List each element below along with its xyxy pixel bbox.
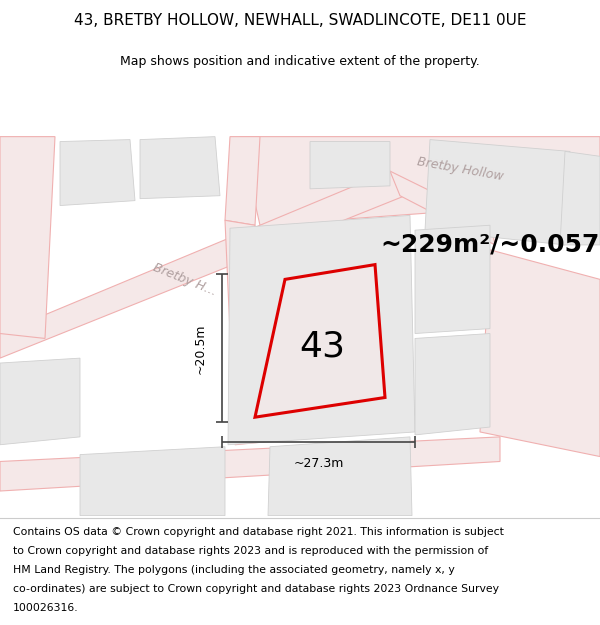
Text: ~20.5m: ~20.5m xyxy=(193,323,206,374)
Text: Contains OS data © Crown copyright and database right 2021. This information is : Contains OS data © Crown copyright and d… xyxy=(13,526,504,536)
Text: co-ordinates) are subject to Crown copyright and database rights 2023 Ordnance S: co-ordinates) are subject to Crown copyr… xyxy=(13,584,499,594)
Polygon shape xyxy=(255,264,385,418)
Text: HM Land Registry. The polygons (including the associated geometry, namely x, y: HM Land Registry. The polygons (includin… xyxy=(13,565,455,575)
Polygon shape xyxy=(140,137,220,199)
Polygon shape xyxy=(415,225,490,334)
Polygon shape xyxy=(560,151,600,245)
Polygon shape xyxy=(0,171,405,358)
Polygon shape xyxy=(425,139,570,245)
Polygon shape xyxy=(225,221,265,445)
Polygon shape xyxy=(268,228,340,297)
Polygon shape xyxy=(415,334,490,435)
Text: Bretby H…: Bretby H… xyxy=(151,261,219,298)
Polygon shape xyxy=(0,137,55,339)
Polygon shape xyxy=(390,171,495,245)
Text: ~27.3m: ~27.3m xyxy=(293,457,344,470)
Polygon shape xyxy=(480,250,600,456)
Text: Bretby Hollow: Bretby Hollow xyxy=(416,155,504,183)
Text: to Crown copyright and database rights 2023 and is reproduced with the permissio: to Crown copyright and database rights 2… xyxy=(13,546,488,556)
Polygon shape xyxy=(0,437,500,491)
Polygon shape xyxy=(310,142,390,189)
Polygon shape xyxy=(240,137,600,225)
Text: 43: 43 xyxy=(299,329,345,363)
Polygon shape xyxy=(80,447,225,516)
Polygon shape xyxy=(225,137,260,225)
Polygon shape xyxy=(0,358,80,445)
Text: ~229m²/~0.057ac.: ~229m²/~0.057ac. xyxy=(380,233,600,257)
Polygon shape xyxy=(228,216,415,445)
Text: Map shows position and indicative extent of the property.: Map shows position and indicative extent… xyxy=(120,56,480,68)
Text: 100026316.: 100026316. xyxy=(13,603,79,613)
Text: 43, BRETBY HOLLOW, NEWHALL, SWADLINCOTE, DE11 0UE: 43, BRETBY HOLLOW, NEWHALL, SWADLINCOTE,… xyxy=(74,13,526,28)
Polygon shape xyxy=(60,139,135,206)
Polygon shape xyxy=(268,437,412,516)
